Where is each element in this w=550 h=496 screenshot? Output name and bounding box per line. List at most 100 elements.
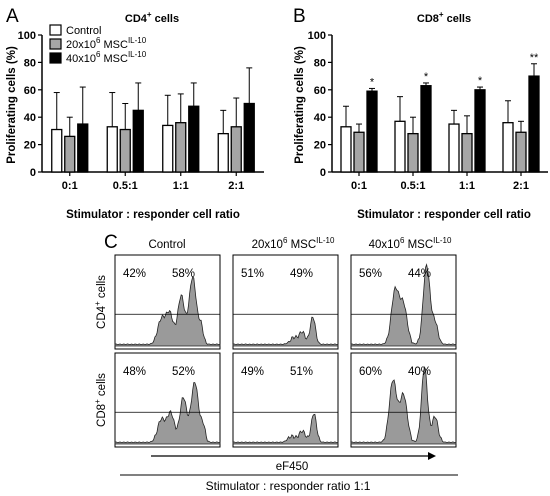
y-tick-label: 0	[320, 167, 326, 179]
y-tick-label: 40	[314, 112, 326, 124]
x-tick-label: 0.5:1	[113, 180, 138, 192]
legend-label: 20x106 MSCIL-10	[66, 36, 147, 51]
gate-percent-right: 44%	[408, 268, 431, 280]
y-tick-label: 60	[314, 85, 326, 97]
x-tick-label: 2:1	[513, 180, 529, 192]
panel-a-letter: A	[6, 6, 19, 27]
histogram-frame	[232, 352, 339, 448]
significance-marker: *	[478, 75, 483, 87]
y-tick-label: 20	[24, 140, 36, 152]
flow-histogram: 60% 40%	[350, 352, 457, 448]
legend-label: 40x106 MSCIL-10	[66, 50, 147, 65]
bar	[175, 122, 187, 173]
flow-histogram: 42% 58%	[114, 254, 221, 350]
x-tick-label: 0:1	[62, 180, 78, 192]
bar	[340, 126, 352, 173]
bar	[132, 109, 144, 173]
gate-percent-right: 49%	[290, 268, 313, 280]
bar	[353, 131, 365, 173]
chart-b-ylabel: Proliferating cells (%)	[294, 46, 306, 164]
y-tick-label: 0	[30, 167, 36, 179]
y-tick-label: 40	[24, 112, 36, 124]
panel-b-letter: B	[293, 6, 306, 27]
bar	[394, 120, 406, 173]
bar	[119, 128, 131, 173]
bar	[230, 126, 242, 173]
bar	[77, 123, 89, 173]
chart-b-xlabel: Stimulator : responder cell ratio	[357, 209, 531, 221]
bar	[366, 90, 378, 173]
bar	[461, 132, 473, 173]
x-tick-label: 1:1	[459, 180, 475, 192]
gate-percent-right: 40%	[408, 366, 431, 378]
bar	[528, 75, 540, 173]
arrow-head	[428, 452, 436, 460]
bar	[474, 89, 486, 173]
y-tick-label: 60	[24, 85, 36, 97]
flow-panel: Control 20x106 MSCIL-10 40x106 MSCIL-10 CD4…	[93, 236, 458, 493]
chart-a-title: CD4+ cells	[125, 10, 179, 25]
y-tick-label: 100	[308, 30, 326, 42]
chart-b-title: CD8+ cells	[417, 10, 471, 25]
gate-percent-left: 60%	[359, 366, 382, 378]
histogram-curve	[232, 316, 339, 347]
chart-a: CD4+ cells Stimulator : responder cell r…	[6, 10, 264, 221]
flow-histogram: 48% 52%	[114, 352, 221, 448]
gate-percent-right: 52%	[172, 366, 195, 378]
x-tick-label: 0:1	[351, 180, 367, 192]
histogram-curve	[114, 382, 221, 445]
x-tick-label: 1:1	[173, 180, 189, 192]
gate-percent-left: 42%	[123, 268, 146, 280]
bar	[51, 128, 63, 173]
bar	[420, 85, 432, 173]
legend-swatch	[49, 38, 62, 50]
panel-c-letter: C	[104, 232, 118, 253]
legend-label: Control	[66, 25, 101, 37]
fluorescence-axis-label: eF450	[276, 461, 309, 473]
flow-histogram: 51% 49%	[232, 254, 339, 350]
flow-histogram: 56% 44%	[350, 254, 457, 350]
gate-percent-right: 51%	[290, 366, 313, 378]
legend-swatch	[49, 24, 62, 36]
bar	[407, 132, 419, 173]
x-tick-label: 0.5:1	[400, 180, 425, 192]
flow-column-header: 20x106 MSCIL-10	[252, 236, 335, 251]
histogram-frame	[232, 254, 339, 350]
x-tick-label: 2:1	[228, 180, 244, 192]
gate-percent-left: 56%	[359, 268, 382, 280]
bar	[162, 124, 174, 173]
significance-marker: **	[530, 52, 539, 64]
flow-histogram: 49% 51%	[232, 352, 339, 448]
y-tick-label: 80	[24, 57, 36, 69]
flow-row-label: CD8+ cells	[93, 373, 108, 427]
y-tick-label: 100	[18, 30, 36, 42]
gate-percent-left: 49%	[241, 366, 264, 378]
gate-percent-left: 48%	[123, 366, 146, 378]
bar	[188, 105, 200, 173]
bar	[217, 132, 229, 173]
bar	[515, 131, 527, 173]
bar	[448, 123, 460, 173]
histogram-curve	[232, 413, 339, 445]
flow-row-label: CD4+ cells	[93, 275, 108, 329]
bar	[106, 126, 118, 173]
legend-swatch	[49, 52, 62, 64]
bar	[64, 135, 76, 173]
chart-a-ylabel: Proliferating cells (%)	[6, 46, 18, 164]
chart-a-xlabel: Stimulator : responder cell ratio	[66, 209, 240, 221]
bar	[502, 122, 514, 173]
histogram-curve	[114, 275, 221, 347]
flow-footer: Stimulator : responder ratio 1:1	[206, 479, 371, 493]
histogram-curve	[350, 365, 457, 445]
gate-percent-right: 58%	[172, 268, 195, 280]
gate-percent-left: 51%	[241, 268, 264, 280]
y-tick-label: 20	[314, 140, 326, 152]
bar	[243, 102, 255, 173]
significance-marker: *	[370, 76, 375, 88]
chart-b: CD8+ cells Stimulator : responder cell r…	[294, 10, 548, 221]
y-tick-label: 80	[314, 57, 326, 69]
flow-column-header: Control	[148, 239, 185, 251]
significance-marker: *	[424, 71, 429, 83]
